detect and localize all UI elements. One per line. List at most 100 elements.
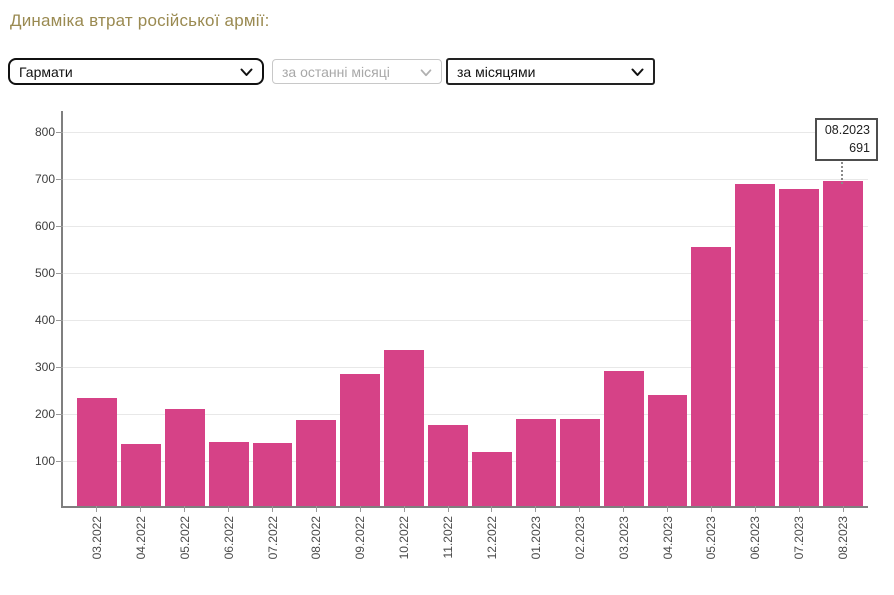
x-axis-label: 02.2023 (572, 516, 587, 560)
tooltip-connector-line (841, 158, 843, 184)
bar-04.2022[interactable] (120, 443, 161, 506)
x-axis-label-cell: 03.2023 (604, 506, 644, 592)
x-axis-label-cell: 03.2022 (77, 506, 117, 592)
bar-06.2023[interactable] (735, 183, 776, 506)
x-axis-tick (447, 506, 449, 512)
y-axis-tick (56, 226, 63, 228)
x-axis-label: 07.2022 (265, 516, 280, 560)
x-axis-label-cell: 01.2023 (516, 506, 556, 592)
x-axis-tick (96, 506, 98, 512)
x-axis-tick (272, 506, 273, 512)
bar-05.2022[interactable] (164, 409, 205, 506)
y-axis-tick (56, 273, 63, 275)
y-axis-label: 800 (34, 125, 55, 140)
y-axis-label: 300 (34, 360, 55, 375)
x-axis-tick (228, 506, 230, 512)
y-axis-label: 200 (34, 407, 55, 422)
y-axis-tick (56, 461, 63, 463)
bar-07.2022[interactable] (252, 442, 293, 506)
grouping-select-value: за місяцями (457, 63, 536, 80)
x-axis-tick (184, 506, 186, 512)
y-axis-label: 100 (34, 454, 55, 469)
x-axis-label: 04.2023 (660, 516, 675, 560)
x-axis-tick (359, 506, 361, 512)
bar-01.2023[interactable] (515, 418, 556, 506)
y-axis-label: 700 (34, 172, 55, 187)
gridline (63, 367, 868, 369)
y-axis-tick (56, 367, 63, 369)
x-axis-label-cell: 06.2023 (735, 506, 775, 592)
period-select-value: за останні місяці (282, 63, 390, 80)
x-axis-labels: 03.2022 04.2022 05.2022 06.2022 07.2022 08.20… (63, 506, 868, 592)
x-axis-tick (140, 506, 142, 512)
x-axis-label-cell: 12.2022 (472, 506, 512, 592)
y-axis-tick (56, 132, 63, 134)
x-axis-label-cell: 05.2023 (691, 506, 731, 592)
x-axis-tick (798, 506, 800, 512)
x-axis-label-cell: 07.2022 (253, 506, 293, 592)
y-axis-label: 600 (34, 219, 55, 234)
x-axis-tick (623, 506, 625, 512)
tooltip-value: 691 (849, 140, 870, 155)
x-axis-label-cell: 08.2022 (296, 506, 336, 592)
x-axis-label-cell: 07.2023 (779, 506, 819, 592)
y-axis-tick (56, 320, 63, 322)
bar-12.2022[interactable] (472, 452, 512, 506)
x-axis-label-cell: 04.2023 (648, 506, 688, 592)
x-axis-tick (710, 506, 712, 512)
bar-02.2023[interactable] (559, 419, 600, 506)
bar-04.2023[interactable] (647, 395, 688, 506)
bar-03.2023[interactable] (603, 370, 644, 506)
x-axis-label-cell: 11.2022 (428, 506, 468, 592)
bar-05.2023[interactable] (691, 246, 732, 506)
bar-03.2022[interactable] (77, 397, 117, 506)
x-axis-label-cell: 04.2022 (121, 506, 161, 592)
bar-chart: 100 200 300 400 500 600 700 800 03.2022 04.2022 0… (35, 111, 868, 559)
x-axis-label: 05.2023 (704, 516, 719, 560)
bar-07.2023[interactable] (779, 188, 820, 506)
x-axis-label: 07.2023 (792, 516, 807, 560)
y-axis-tick (56, 179, 63, 181)
x-axis-label: 12.2022 (484, 516, 499, 560)
chevron-down-icon (625, 64, 644, 80)
x-axis-tick (491, 506, 493, 512)
grouping-select[interactable]: за місяцями (446, 58, 655, 85)
x-axis-label: 08.2022 (309, 516, 324, 560)
x-axis-label: 08.2023 (836, 516, 851, 560)
x-axis-tick (535, 506, 537, 512)
x-axis-tick (842, 506, 844, 512)
x-axis-label: 09.2022 (353, 516, 368, 560)
gridline (63, 273, 868, 275)
bar-09.2022[interactable] (340, 374, 381, 506)
category-select-value: Гармати (19, 63, 73, 80)
tooltip: 08.2023 691 (815, 118, 878, 161)
category-select[interactable]: Гармати (8, 58, 264, 85)
x-axis-label-cell: 10.2022 (384, 506, 424, 592)
page-title: Динаміка втрат російської армії: (10, 11, 270, 30)
x-axis-label: 11.2022 (441, 516, 456, 559)
gridline (63, 320, 868, 322)
bar-08.2023[interactable] (823, 181, 864, 506)
y-axis-label: 400 (34, 313, 55, 328)
x-axis-tick (667, 506, 669, 512)
chevron-down-icon (414, 64, 432, 80)
bar-06.2022[interactable] (208, 442, 249, 506)
gridline (63, 414, 868, 416)
gridline (63, 179, 868, 181)
x-axis-label-cell: 06.2022 (209, 506, 249, 592)
x-axis-tick (754, 506, 756, 512)
bar-11.2022[interactable] (428, 425, 469, 506)
bar-10.2022[interactable] (384, 349, 425, 506)
period-select: за останні місяці (272, 59, 442, 84)
x-axis-label: 10.2022 (397, 516, 412, 560)
y-axis-tick (56, 414, 63, 416)
gridline (63, 226, 868, 228)
x-axis-label: 03.2023 (616, 516, 631, 560)
x-axis-label-cell: 02.2023 (560, 506, 600, 592)
x-axis-label: 05.2022 (177, 516, 192, 560)
x-axis-label: 03.2022 (89, 516, 104, 560)
x-axis-label: 06.2022 (221, 516, 236, 560)
x-axis-label-cell: 08.2023 (823, 506, 863, 592)
x-axis-label: 04.2022 (133, 516, 148, 560)
bar-08.2022[interactable] (296, 420, 337, 506)
